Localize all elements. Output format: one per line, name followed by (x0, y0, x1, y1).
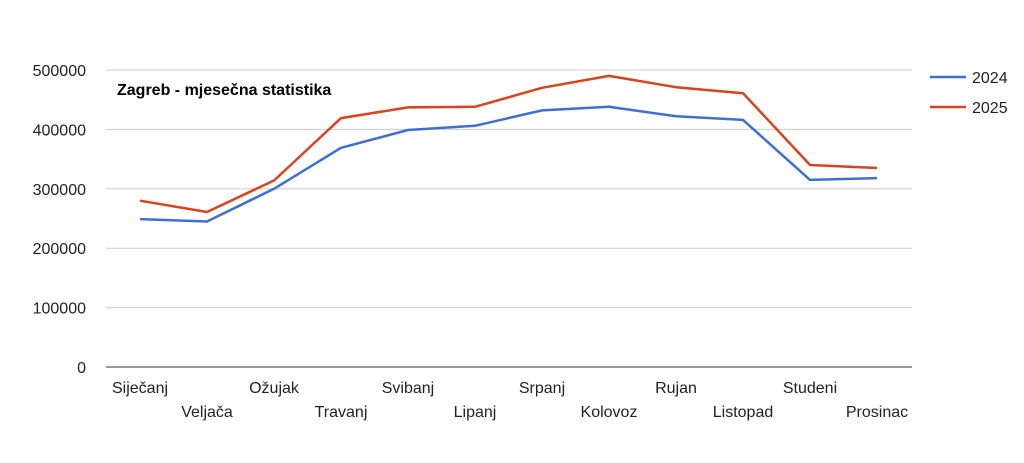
x-tick-label: Kolovoz (581, 404, 638, 421)
x-tick-label: Ožujak (249, 380, 300, 397)
y-tick-label: 500000 (33, 63, 86, 80)
grid-lines (106, 69, 912, 309)
x-tick-label: Veljača (181, 404, 233, 421)
series-line-2024 (139, 105, 878, 223)
x-tick-label: Siječanj (112, 380, 168, 397)
y-axis-ticks: 0 100000 200000 300000 400000 500000 (33, 63, 86, 377)
series-lines (139, 74, 878, 223)
y-tick-label: 400000 (33, 122, 86, 139)
legend-label: 2025 (972, 100, 1008, 117)
y-tick-label: 0 (77, 360, 86, 377)
x-tick-label: Srpanj (519, 380, 565, 397)
legend: 2024 2025 (930, 70, 1008, 117)
x-axis-ticks: Siječanj Veljača Ožujak Travanj Svibanj Lipan… (112, 380, 908, 421)
y-tick-label: 200000 (33, 241, 86, 258)
x-tick-label: Listopad (713, 404, 774, 421)
x-tick-label: Studeni (783, 380, 837, 397)
legend-label: 2024 (972, 70, 1008, 87)
x-tick-label: Prosinac (846, 404, 908, 421)
y-tick-label: 300000 (33, 182, 86, 199)
x-tick-label: Rujan (655, 380, 697, 397)
x-tick-label: Lipanj (454, 404, 497, 421)
chart-title: Zagreb - mjesečna statistika (117, 82, 331, 99)
y-tick-label: 100000 (33, 301, 86, 318)
x-tick-label: Svibanj (382, 380, 434, 397)
x-tick-label: Travanj (315, 404, 368, 421)
series-line-2025 (139, 74, 878, 214)
